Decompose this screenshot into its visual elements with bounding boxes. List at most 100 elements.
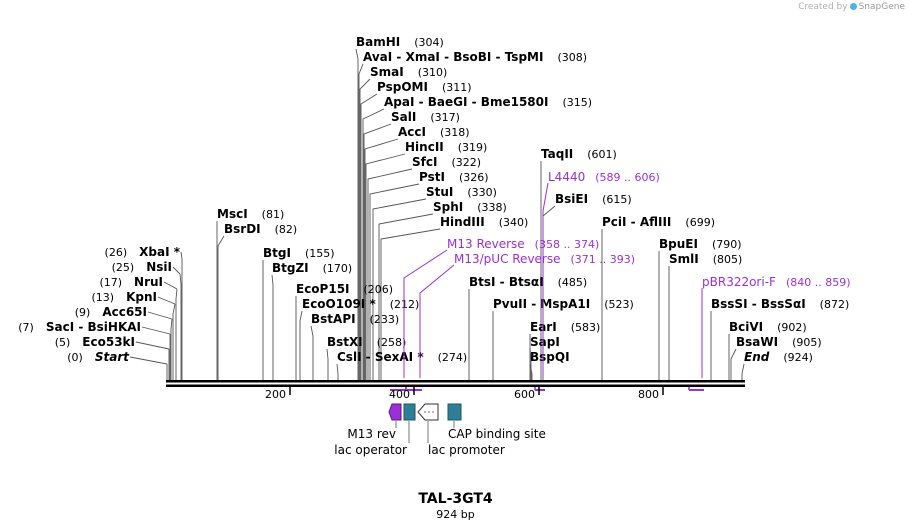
site-msci[interactable]: MscI (81): [216, 207, 285, 380]
site-stui[interactable]: StuI (330): [372, 185, 497, 380]
site-bcivi[interactable]: BciVI (902): [728, 320, 807, 380]
site-position: (317): [430, 111, 460, 124]
site-position: (81): [262, 208, 285, 221]
site-position: (485): [558, 276, 588, 289]
site-name: Start: [95, 350, 130, 364]
site-position: (615): [602, 193, 632, 206]
site-nrui[interactable]: NruI (17): [99, 275, 178, 380]
site-psti[interactable]: PstI (326): [369, 170, 489, 380]
feature-name: lac promoter: [428, 443, 505, 457]
site-name: BciVI: [729, 320, 763, 334]
site-name: SfcI: [412, 155, 437, 169]
site-smai[interactable]: SmaI (310): [359, 65, 447, 380]
site-position: (315): [562, 96, 592, 109]
site-nsii[interactable]: NsiI (25): [112, 260, 182, 380]
site-sfci[interactable]: SfcI (322): [367, 155, 481, 380]
site-taqii[interactable]: TaqII (601): [540, 147, 617, 380]
m13-rev-feature[interactable]: [388, 403, 402, 421]
site-pvuii-mspa1i[interactable]: PvuII - MspA1I (523): [492, 297, 634, 380]
primer-range: (358 .. 374): [535, 238, 600, 251]
site-name: NruI: [134, 275, 163, 289]
site-name: XbaI *: [139, 245, 181, 259]
site-btsi-bts-i[interactable]: BtsI - BtsαI (485): [468, 275, 588, 380]
site-bsrdi[interactable]: BsrDI (82): [217, 222, 298, 380]
site-position: (318): [440, 126, 470, 139]
site-position: (311): [442, 81, 472, 94]
feature-label-lac-promoter: lac promoter: [427, 421, 505, 457]
site-leader-line: [326, 348, 329, 380]
site-leader-line: [175, 288, 178, 380]
primer-pbr322ori-f[interactable]: pBR322ori-F (840 .. 859): [688, 275, 851, 391]
ruler-tick-label: 600: [514, 388, 535, 401]
site-name: NsiI: [146, 260, 172, 274]
site-name: SalI: [391, 110, 416, 124]
site-position: (322): [451, 156, 481, 169]
site-apai-baegi-bme1580i[interactable]: ApaI - BaeGI - Bme1580I (315): [362, 95, 592, 380]
site-connector: [141, 326, 171, 335]
site-hincii[interactable]: HincII (319): [365, 140, 487, 380]
lac-operator-feature[interactable]: [403, 403, 416, 421]
site-ecop15i[interactable]: EcoP15I (206): [295, 282, 393, 380]
feature-name: M13 rev: [347, 427, 396, 441]
site-name: MscI: [217, 207, 248, 221]
site-name: BspQI: [530, 350, 570, 364]
site-name: EcoP15I: [296, 282, 350, 296]
site-position: (338): [477, 201, 507, 214]
site-leader-line: [179, 273, 182, 380]
site-xbai[interactable]: XbaI * (26): [105, 245, 183, 380]
site-position: (17): [99, 276, 122, 289]
site-position: (0): [67, 351, 83, 364]
site-sphi[interactable]: SphI (338): [378, 200, 507, 380]
site-position: (601): [587, 148, 617, 161]
site-position: (274): [438, 351, 468, 364]
site-btgzi[interactable]: BtgZI (170): [271, 261, 353, 380]
site-position: (905): [792, 336, 822, 349]
site-leader-line: [310, 325, 314, 380]
site-position: (26): [105, 246, 128, 259]
site-csli-sexai[interactable]: CslI - SexAI * (274): [336, 350, 468, 380]
site-name: BtgI: [263, 246, 291, 260]
site-pspomi[interactable]: PspOMI (311): [360, 80, 472, 380]
site-bsawi[interactable]: BsaWI (905): [730, 335, 822, 380]
site-sapi[interactable]: SapI: [529, 335, 560, 380]
site-bspqi[interactable]: BspQI: [529, 350, 570, 380]
site-bamhi[interactable]: BamHI (304): [355, 35, 444, 380]
site-hindiii[interactable]: HindIII (340): [380, 215, 528, 380]
site-leader-line: [380, 228, 441, 380]
site-connector: [135, 341, 170, 350]
site-saci-bsihkai[interactable]: SacI - BsiHKAI (7): [18, 320, 171, 380]
site-leader-line: [360, 93, 378, 380]
site-leader-line: [355, 48, 359, 380]
site-position: (583): [571, 321, 601, 334]
site-bpuei[interactable]: BpuEI (790): [658, 237, 742, 380]
site-ecoo109i[interactable]: EcoO109I * (212): [299, 297, 419, 380]
site-acci[interactable]: AccI (318): [364, 125, 470, 380]
site-position: (304): [414, 36, 444, 49]
primer-m13-puc-reverse[interactable]: M13/pUC Reverse (371 .. 393): [405, 252, 635, 391]
site-bstxi[interactable]: BstXI (258): [326, 335, 406, 380]
site-acc65i[interactable]: Acc65I (9): [75, 305, 173, 380]
cap-binding-site-feature[interactable]: [447, 403, 462, 421]
primer-name: M13/pUC Reverse: [454, 252, 561, 266]
site-position: (170): [323, 262, 353, 275]
site-eco53ki[interactable]: Eco53kI (5): [55, 335, 170, 380]
site-sali[interactable]: SalI (317): [363, 110, 460, 380]
site-bstapi[interactable]: BstAPI (233): [310, 312, 400, 380]
site-end[interactable]: End (924): [741, 350, 813, 380]
site-bsssi-bsss-i[interactable]: BssSI - BssSαI (872): [710, 297, 849, 380]
site-avai-xmai-bsobi-tspmi[interactable]: AvaI - XmaI - BsoBI - TspMI (308): [358, 50, 587, 380]
site-kpni[interactable]: KpnI (13): [92, 290, 176, 380]
site-position: (82): [275, 223, 298, 236]
site-position: (902): [777, 321, 807, 334]
snapgene-credit: Created by SnapGene: [798, 2, 905, 12]
site-start[interactable]: Start (0): [67, 350, 168, 380]
site-name: SacI - BsiHKAI: [46, 320, 141, 334]
site-position: (924): [783, 351, 813, 364]
site-leader-line: [359, 78, 371, 380]
site-pcii-afliii[interactable]: PciI - AflIII (699): [601, 215, 715, 380]
site-smli[interactable]: SmlI (805): [668, 252, 742, 380]
primer-m13-reverse[interactable]: M13 Reverse (358 .. 374): [390, 237, 600, 391]
site-position: (233): [370, 313, 400, 326]
site-btgi[interactable]: BtgI (155): [262, 246, 335, 380]
